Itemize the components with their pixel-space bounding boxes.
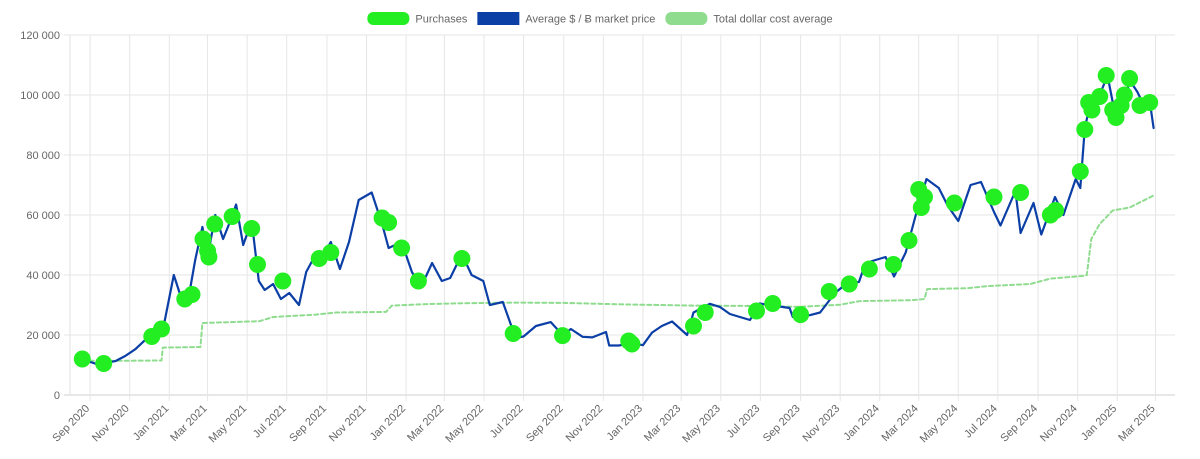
- purchase-point[interactable]: [884, 256, 902, 273]
- x-tick-label: Sep 2023: [761, 403, 803, 445]
- purchase-points: [73, 67, 1159, 372]
- purchase-point[interactable]: [1097, 67, 1115, 84]
- y-tick-label: 20 000: [26, 330, 60, 342]
- x-tick-label: Sep 2021: [287, 403, 329, 445]
- x-tick-label: Jan 2021: [131, 403, 171, 443]
- purchase-point[interactable]: [200, 248, 218, 266]
- y-tick-label: 100 000: [20, 90, 60, 102]
- y-tick-label: 120 000: [20, 30, 60, 42]
- purchase-point[interactable]: [1121, 70, 1139, 87]
- purchase-point[interactable]: [820, 283, 838, 300]
- purchase-point[interactable]: [860, 260, 878, 278]
- x-tick-label: Mar 2025: [1116, 403, 1157, 444]
- purchase-point[interactable]: [985, 188, 1003, 206]
- x-tick-label: Sep 2024: [998, 403, 1040, 445]
- purchase-point[interactable]: [623, 335, 641, 353]
- purchase-point[interactable]: [748, 302, 765, 320]
- purchase-point[interactable]: [1047, 202, 1065, 219]
- x-tick-label: Jan 2023: [605, 403, 645, 443]
- purchase-point[interactable]: [409, 272, 427, 290]
- x-tick-label: Mar 2024: [879, 403, 920, 444]
- purchase-point[interactable]: [685, 317, 702, 335]
- purchase-point[interactable]: [206, 215, 224, 233]
- x-tick-label: Jan 2024: [841, 403, 881, 443]
- x-tick-label: Jul 2023: [725, 403, 763, 441]
- x-tick-label: Jul 2024: [962, 403, 1000, 441]
- legend-item-average-market-price[interactable]: Average $ / Ƀ market price: [477, 12, 655, 26]
- purchase-point[interactable]: [153, 320, 170, 338]
- purchase-point[interactable]: [764, 295, 782, 312]
- purchase-point[interactable]: [95, 355, 113, 372]
- legend-swatch: [665, 12, 708, 25]
- legend-swatch: [477, 12, 520, 25]
- legend-swatch: [367, 12, 410, 25]
- y-tick-label: 60 000: [26, 210, 60, 222]
- purchase-point[interactable]: [912, 199, 930, 216]
- purchase-point[interactable]: [1083, 101, 1101, 119]
- purchase-point[interactable]: [554, 327, 571, 345]
- purchase-point[interactable]: [1141, 94, 1159, 111]
- x-tick-label: May 2024: [918, 403, 961, 446]
- purchase-point[interactable]: [73, 350, 91, 368]
- x-tick-label: May 2021: [207, 403, 250, 446]
- legend[interactable]: Purchases Average $ / Ƀ market price Total…: [367, 12, 833, 26]
- purchase-point[interactable]: [393, 239, 411, 257]
- y-tick-label: 0: [54, 390, 60, 402]
- purchase-point[interactable]: [504, 325, 522, 342]
- x-tick-label: May 2023: [680, 403, 723, 446]
- purchase-point[interactable]: [1091, 88, 1109, 105]
- purchase-point[interactable]: [243, 220, 261, 237]
- legend-item-total-dollar-cost-average[interactable]: Total dollar cost average: [665, 12, 833, 26]
- legend-item-purchases[interactable]: Purchases: [367, 12, 468, 26]
- purchase-point[interactable]: [696, 304, 714, 321]
- y-tick-label: 80 000: [26, 150, 60, 162]
- purchase-point[interactable]: [1115, 86, 1133, 104]
- legend-label: Purchases: [415, 14, 467, 26]
- x-tick-label: Sep 2022: [524, 403, 566, 445]
- purchase-point[interactable]: [900, 232, 918, 249]
- x-tick-label: Mar 2022: [405, 403, 446, 444]
- x-tick-label: Nov 2021: [327, 403, 369, 445]
- x-tick-label: Nov 2022: [564, 403, 606, 445]
- x-tick-label: Nov 2020: [90, 403, 132, 445]
- purchase-point[interactable]: [380, 214, 398, 231]
- x-tick-label: Nov 2024: [1038, 403, 1080, 445]
- purchase-point[interactable]: [453, 250, 471, 267]
- x-tick-label: Sep 2020: [50, 403, 92, 445]
- purchase-point[interactable]: [1076, 121, 1094, 138]
- x-tick-label: Jul 2022: [488, 403, 526, 441]
- x-tick-label: Jan 2025: [1079, 403, 1119, 443]
- legend-label: Total dollar cost average: [713, 14, 832, 26]
- series-line-total-dollar-cost-average: [74, 193, 1156, 363]
- purchase-point[interactable]: [840, 275, 858, 293]
- purchase-point[interactable]: [223, 208, 241, 225]
- purchase-point[interactable]: [322, 244, 340, 261]
- y-tick-label: 40 000: [26, 270, 60, 282]
- x-tick-label: Mar 2023: [642, 403, 683, 444]
- purchase-point[interactable]: [945, 194, 963, 212]
- x-tick-label: Mar 2021: [168, 403, 209, 444]
- x-tick-label: Nov 2023: [801, 403, 843, 445]
- purchase-point[interactable]: [274, 272, 292, 290]
- purchase-point[interactable]: [1071, 163, 1089, 180]
- purchase-point[interactable]: [792, 306, 810, 324]
- axes: 0 20 000 40 000 60 000 80 000 100 000 120 000 S…: [20, 30, 1157, 445]
- x-tick-label: Jan 2022: [368, 403, 408, 443]
- legend-label: Average $ / Ƀ market price: [525, 14, 655, 26]
- grid: [64, 34, 1175, 401]
- purchase-point[interactable]: [1012, 184, 1030, 201]
- purchase-point[interactable]: [183, 286, 201, 303]
- x-tick-label: Jul 2021: [251, 403, 289, 441]
- x-tick-label: May 2022: [443, 403, 486, 446]
- purchase-point[interactable]: [249, 256, 266, 273]
